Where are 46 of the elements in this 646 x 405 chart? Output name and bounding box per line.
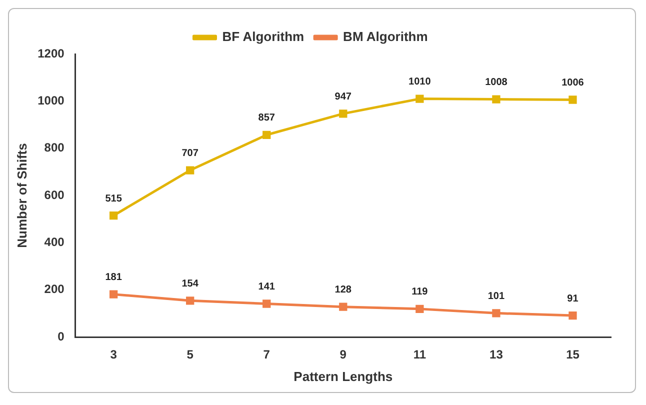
data-label: 101 <box>488 290 505 302</box>
y-tick-label: 600 <box>44 188 65 202</box>
point <box>109 211 118 220</box>
data-label: 707 <box>182 148 199 160</box>
x-tick-label: 15 <box>566 348 580 362</box>
point <box>568 311 577 320</box>
legend-label: BF Algorithm <box>222 29 304 44</box>
data-label: 1010 <box>408 76 432 88</box>
y-tick-label: 800 <box>44 140 65 155</box>
data-label: 947 <box>334 91 352 102</box>
point <box>262 130 271 139</box>
data-label: 91 <box>567 293 579 304</box>
point <box>568 96 577 104</box>
y-tick-label: 1200 <box>38 46 65 60</box>
data-label: 154 <box>182 278 199 290</box>
data-label: 141 <box>258 281 276 292</box>
data-label: 128 <box>334 284 352 296</box>
y-tick-label: 200 <box>44 282 65 296</box>
x-tick-label: 7 <box>263 348 270 362</box>
x-tick-label: 11 <box>413 348 426 362</box>
point <box>339 110 348 118</box>
x-axis-title: Pattern Lengths <box>294 368 393 384</box>
legend-label: BM Algorithm <box>343 29 428 44</box>
point <box>492 95 500 104</box>
y-tick-label: 0 <box>58 329 65 344</box>
data-label: 857 <box>258 112 276 124</box>
point <box>186 296 194 305</box>
data-label: 119 <box>412 286 428 298</box>
data-label: 181 <box>105 272 122 284</box>
y-tick-label: 1000 <box>38 93 65 108</box>
point <box>262 300 271 308</box>
x-tick-label: 5 <box>186 348 194 362</box>
point <box>109 290 118 298</box>
x-tick-label: 13 <box>490 348 504 362</box>
data-label: 1006 <box>562 78 584 88</box>
data-label: 515 <box>105 193 122 204</box>
point <box>492 309 500 318</box>
point <box>186 166 194 174</box>
y-axis-title: Number of Shifts <box>14 143 30 248</box>
point <box>416 94 424 103</box>
y-tick-label: 400 <box>44 234 65 249</box>
x-tick-label: 3 <box>110 348 118 362</box>
point <box>416 304 424 314</box>
data-label: 1008 <box>485 77 508 88</box>
point <box>339 302 348 311</box>
x-tick-label: 9 <box>340 348 347 362</box>
